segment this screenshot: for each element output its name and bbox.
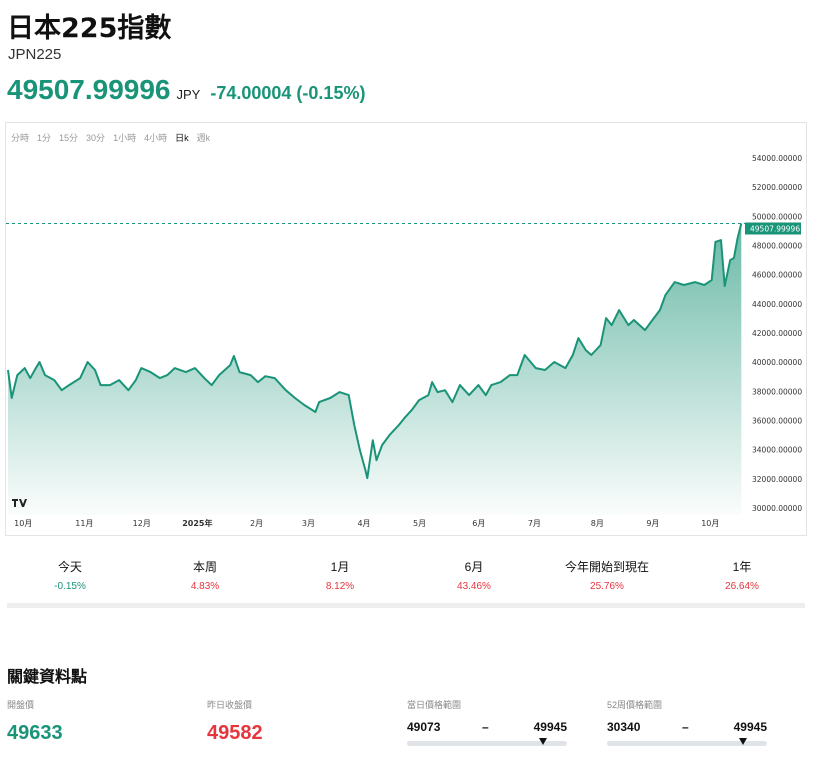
performance-label: 1年 (732, 560, 752, 574)
w52-high: 49945 (733, 720, 767, 734)
current-price: 49507.99996 (7, 74, 171, 105)
x-tick-label: 2月 (250, 519, 263, 528)
x-tick-label: 4月 (357, 519, 370, 528)
week52-range-bar (607, 741, 767, 746)
price-area (8, 223, 742, 515)
performance-item: 今年開始到現在 25.76% (542, 558, 672, 592)
x-tick-label: 11月 (75, 519, 93, 528)
performance-item: 1月 8.12% (275, 558, 405, 592)
price-row: 49507.99996 JPY -74.00004 (-0.15%) (7, 74, 365, 106)
tab-timeframe[interactable]: 1小時 (113, 133, 137, 143)
y-tick-label: 46000.00000 (752, 271, 802, 280)
day-low: 49073 (407, 720, 441, 734)
chart-panel (5, 122, 807, 536)
last-price-label: 49507.99996 (750, 225, 800, 234)
performance-label: 本周 (192, 560, 217, 574)
tab-timeframe[interactable]: 分時 (11, 133, 30, 143)
timeframe-tabs: 分時 1分 15分 30分 1小時 4小時 日k 週k (11, 131, 210, 144)
x-tick-label: 8月 (591, 519, 604, 528)
performance-value: 25.76% (590, 581, 624, 592)
performance-label: 6月 (464, 560, 484, 574)
day-range-bar (407, 741, 567, 746)
x-tick-label: 7月 (528, 519, 541, 528)
open-label: 開盤價 (7, 700, 35, 710)
x-tick-label: 10月 (701, 519, 719, 528)
prev-close-value: 49582 (207, 722, 263, 744)
performance-item: 1年 26.64% (677, 558, 807, 592)
y-tick-label: 32000.00000 (752, 475, 802, 484)
price-change: -74.00004 (-0.15%) (210, 83, 366, 103)
week52-range-marker-icon (739, 738, 747, 745)
page-title: 日本225指數 (7, 13, 172, 44)
y-tick-label: 40000.00000 (752, 358, 802, 367)
performance-value: 4.83% (190, 581, 220, 592)
prev-close-label: 昨日收盤價 (207, 700, 253, 710)
y-tick-label: 30000.00000 (752, 504, 802, 513)
x-tick-label: 5月 (413, 519, 426, 528)
last-price-badge (745, 222, 801, 235)
price-chart[interactable]: 30000.00000 32000.00000 34000.00000 36000.0… (0, 0, 821, 540)
key-data-heading: 關鍵資料點 (7, 669, 88, 686)
x-tick-label: 10月 (14, 519, 32, 528)
open-value: 49633 (7, 722, 63, 744)
tab-timeframe[interactable]: 1分 (37, 133, 52, 143)
tab-timeframe[interactable]: 4小時 (144, 133, 168, 143)
performance-label: 今天 (57, 560, 82, 574)
x-tick-label: 12月 (133, 519, 151, 528)
w52-low: 30340 (607, 720, 641, 734)
y-tick-label: 42000.00000 (752, 329, 802, 338)
range-dash: – (682, 720, 689, 734)
x-tick-label: 3月 (302, 519, 315, 528)
y-tick-label: 52000.00000 (752, 183, 802, 192)
performance-value: 26.64% (725, 581, 759, 592)
symbol: JPN225 (8, 46, 62, 63)
x-tick-label: 9月 (646, 519, 659, 528)
tab-timeframe-active[interactable]: 日k (175, 133, 189, 143)
performance-label: 1月 (330, 560, 350, 574)
performance-item: 本周 4.83% (140, 558, 270, 592)
tab-timeframe[interactable]: 30分 (86, 133, 106, 143)
y-tick-label: 50000.00000 (752, 212, 802, 221)
divider (7, 603, 805, 608)
x-tick-label: 6月 (472, 519, 485, 528)
day-range-marker-icon (539, 738, 547, 745)
performance-item: 今天 -0.15% (5, 558, 135, 592)
y-tick-label: 36000.00000 (752, 417, 802, 426)
performance-value: 43.46% (457, 581, 491, 592)
day-range: 49073 – 49945 (407, 720, 567, 734)
tradingview-logo-icon (12, 499, 27, 507)
y-tick-label: 44000.00000 (752, 300, 802, 309)
day-range-label: 當日價格範圍 (407, 700, 462, 710)
y-tick-label: 38000.00000 (752, 387, 802, 396)
performance-value: 8.12% (325, 581, 355, 592)
performance-item: 6月 43.46% (409, 558, 539, 592)
y-tick-label: 54000.00000 (752, 154, 802, 163)
week52-range: 30340 – 49945 (607, 720, 767, 734)
performance-value: -0.15% (54, 581, 86, 592)
tab-timeframe[interactable]: 15分 (59, 133, 79, 143)
performance-label: 今年開始到現在 (564, 560, 649, 574)
week52-range-label: 52周價格範圍 (607, 700, 663, 710)
y-tick-label: 34000.00000 (752, 446, 802, 455)
price-line (7, 223, 743, 480)
tab-timeframe[interactable]: 週k (196, 133, 211, 143)
x-tick-label: 2025年 (182, 518, 212, 528)
day-high: 49945 (533, 720, 567, 734)
y-tick-label: 48000.00000 (752, 242, 802, 251)
range-dash: – (482, 720, 489, 734)
currency: JPY (176, 87, 201, 102)
